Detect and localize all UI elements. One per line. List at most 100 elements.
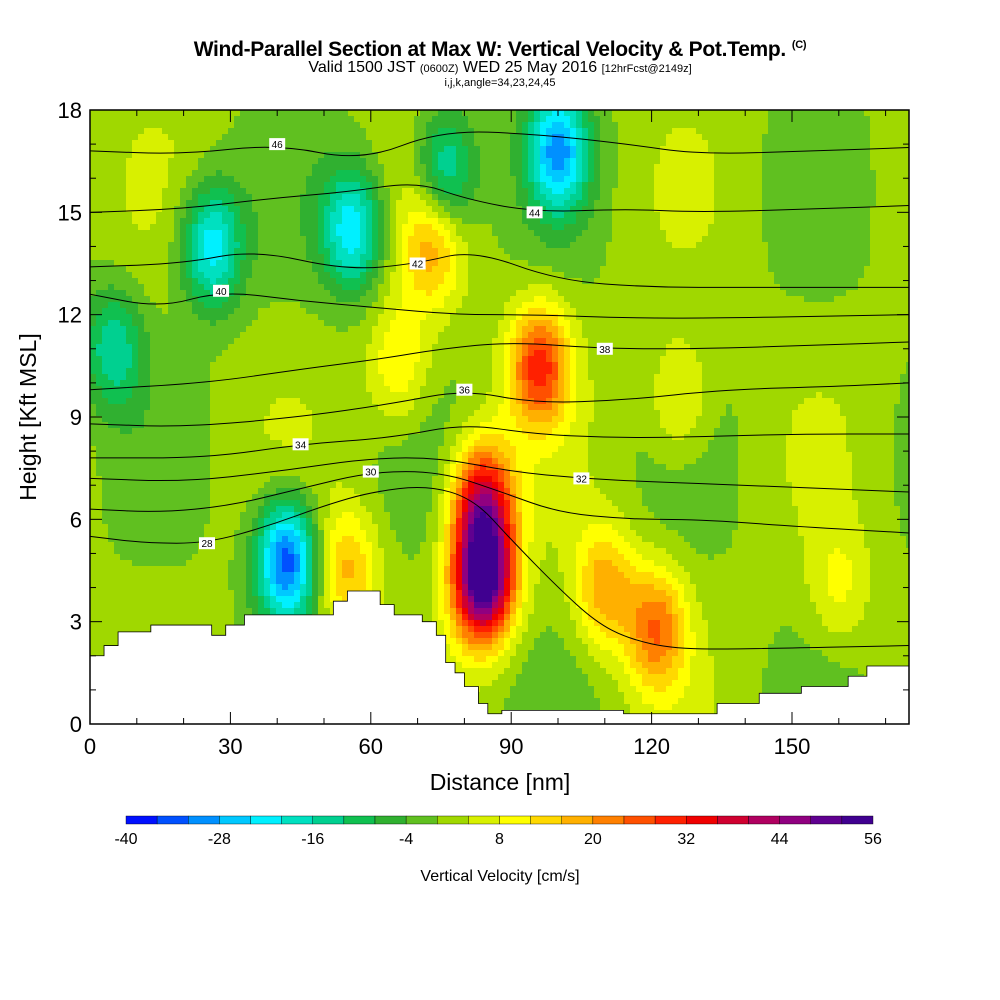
velocity-cell — [666, 128, 673, 135]
velocity-cell — [840, 188, 847, 195]
velocity-cell — [282, 158, 289, 165]
velocity-cell — [474, 218, 481, 225]
velocity-cell — [702, 212, 709, 219]
velocity-cell — [702, 110, 709, 117]
velocity-cell — [624, 206, 631, 213]
velocity-cell — [714, 110, 721, 117]
velocity-cell — [798, 230, 805, 237]
velocity-cell — [702, 176, 709, 183]
velocity-cell — [126, 140, 133, 147]
velocity-cell — [804, 260, 811, 267]
velocity-cell — [90, 218, 97, 225]
velocity-cell — [660, 128, 667, 135]
velocity-cell — [228, 266, 235, 273]
velocity-cell — [894, 290, 901, 297]
velocity-cell — [366, 272, 373, 279]
velocity-cell — [528, 284, 535, 291]
velocity-cell — [594, 164, 601, 171]
velocity-cell — [108, 212, 115, 219]
velocity-cell — [702, 230, 709, 237]
velocity-cell — [654, 248, 661, 255]
velocity-cell — [114, 290, 121, 297]
velocity-cell — [582, 272, 589, 279]
velocity-cell — [618, 296, 625, 303]
velocity-cell — [522, 320, 529, 327]
velocity-cell — [396, 164, 403, 171]
velocity-cell — [408, 314, 415, 321]
velocity-cell — [564, 116, 571, 123]
velocity-cell — [528, 224, 535, 231]
velocity-cell — [606, 230, 613, 237]
velocity-cell — [420, 248, 427, 255]
velocity-cell — [870, 182, 877, 189]
velocity-cell — [564, 140, 571, 147]
velocity-cell — [618, 188, 625, 195]
velocity-cell — [132, 266, 139, 273]
velocity-cell — [96, 212, 103, 219]
velocity-cell — [162, 266, 169, 273]
velocity-cell — [534, 170, 541, 177]
velocity-cell — [102, 194, 109, 201]
velocity-cell — [474, 260, 481, 267]
velocity-cell — [420, 272, 427, 279]
velocity-cell — [360, 254, 367, 261]
velocity-cell — [834, 152, 841, 159]
velocity-cell — [798, 200, 805, 207]
velocity-cell — [738, 140, 745, 147]
velocity-cell — [546, 266, 553, 273]
velocity-cell — [450, 242, 457, 249]
velocity-cell — [552, 200, 559, 207]
velocity-cell — [180, 158, 187, 165]
velocity-cell — [900, 116, 907, 123]
velocity-cell — [648, 266, 655, 273]
velocity-cell — [582, 188, 589, 195]
velocity-cell — [900, 152, 907, 159]
velocity-cell — [168, 290, 175, 297]
velocity-cell — [150, 206, 157, 213]
velocity-cell — [348, 146, 355, 153]
velocity-cell — [276, 284, 283, 291]
velocity-cell — [660, 302, 667, 309]
velocity-cell — [738, 164, 745, 171]
velocity-cell — [306, 110, 313, 117]
velocity-cell — [96, 236, 103, 243]
velocity-cell — [882, 146, 889, 153]
velocity-cell — [456, 170, 463, 177]
velocity-cell — [666, 188, 673, 195]
velocity-cell — [732, 296, 739, 303]
velocity-cell — [300, 110, 307, 117]
velocity-cell — [480, 272, 487, 279]
velocity-cell — [894, 296, 901, 303]
velocity-cell — [492, 188, 499, 195]
velocity-cell — [846, 308, 853, 315]
velocity-cell — [396, 110, 403, 117]
velocity-cell — [870, 164, 877, 171]
velocity-cell — [738, 194, 745, 201]
velocity-cell — [426, 176, 433, 183]
velocity-cell — [420, 110, 427, 117]
velocity-cell — [168, 128, 175, 135]
velocity-cell — [420, 302, 427, 309]
velocity-cell — [582, 146, 589, 153]
velocity-cell — [504, 236, 511, 243]
velocity-cell — [354, 164, 361, 171]
velocity-cell — [762, 170, 769, 177]
velocity-cell — [684, 188, 691, 195]
velocity-cell — [474, 266, 481, 273]
velocity-cell — [492, 140, 499, 147]
velocity-cell — [594, 188, 601, 195]
velocity-cell — [702, 194, 709, 201]
velocity-cell — [264, 326, 271, 333]
velocity-cell — [876, 158, 883, 165]
velocity-cell — [258, 188, 265, 195]
velocity-cell — [750, 110, 757, 117]
velocity-cell — [732, 134, 739, 141]
velocity-cell — [426, 188, 433, 195]
velocity-cell — [390, 236, 397, 243]
velocity-cell — [588, 206, 595, 213]
velocity-cell — [90, 194, 97, 201]
velocity-cell — [660, 260, 667, 267]
velocity-cell — [378, 176, 385, 183]
velocity-cell — [750, 290, 757, 297]
velocity-cell — [336, 194, 343, 201]
